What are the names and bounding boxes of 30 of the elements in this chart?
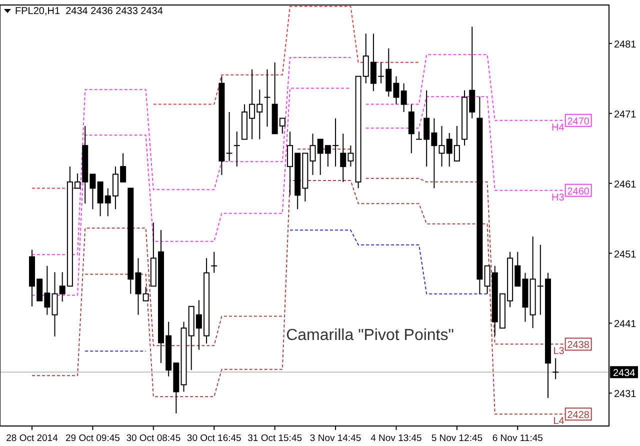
- y-tick-label: 2441: [614, 319, 637, 330]
- candlestick: [264, 68, 271, 128]
- y-tick-label: 2461: [614, 179, 637, 190]
- candlestick: [408, 104, 414, 154]
- candlestick: [226, 112, 233, 162]
- y-tick-label: 2471: [614, 109, 637, 120]
- series-label: L3: [553, 346, 565, 358]
- y-tick-label: 2481: [614, 39, 637, 50]
- candlestick: [210, 251, 218, 274]
- y-tick-label: 2431: [614, 389, 637, 400]
- ref-line-label: 2434: [613, 368, 636, 380]
- x-tick-label: 28 Oct 2014: [6, 433, 58, 444]
- x-tick-label: 3 Nov 14:45: [310, 433, 362, 444]
- series-label: L4: [553, 416, 565, 428]
- candlestick: [142, 286, 149, 302]
- x-tick-label: 30 Oct 08:45: [126, 433, 181, 444]
- annotation: Camarilla "Pivot Points": [286, 327, 454, 344]
- x-tick-label: 6 Nov 11:45: [492, 433, 543, 444]
- y-tick-label: 2451: [614, 249, 637, 260]
- candlestick: [400, 82, 407, 112]
- x-tick-label: 31 Oct 15:45: [248, 433, 302, 444]
- x-tick-label: 29 Oct 09:45: [66, 433, 120, 444]
- x-tick-label: 4 Nov 13:45: [370, 433, 422, 444]
- series-label: H3: [552, 192, 565, 204]
- chart-title: FPL20,H1 2434 2436 2433 2434: [15, 6, 164, 17]
- series-label: H4: [552, 122, 565, 134]
- x-tick-label: 30 Oct 16:45: [186, 433, 242, 444]
- x-tick-label: 5 Nov 12:45: [431, 433, 483, 444]
- candlestick: [233, 131, 240, 168]
- candlestick: [552, 358, 560, 380]
